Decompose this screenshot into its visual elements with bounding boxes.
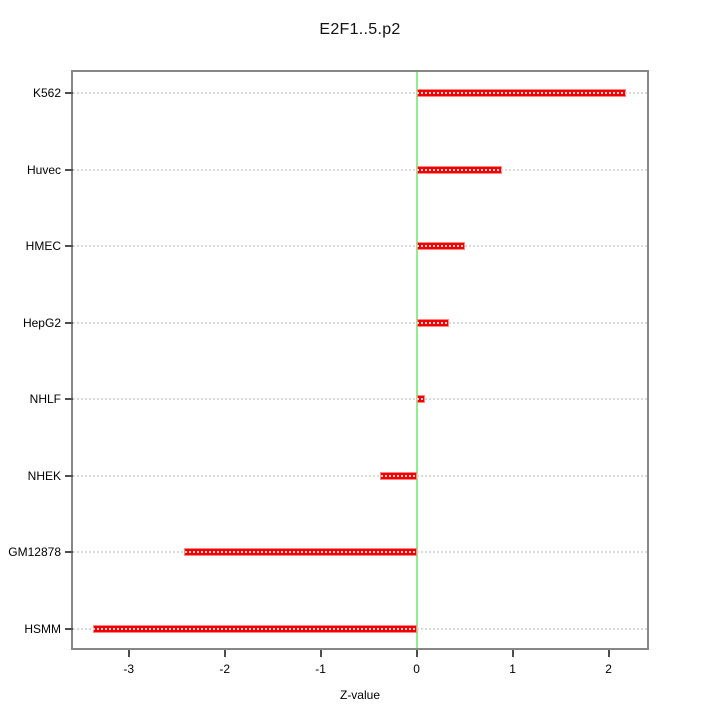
chart-title: E2F1..5.p2: [319, 21, 401, 38]
grid-line: [73, 321, 647, 324]
y-tick-label: HMEC: [25, 239, 61, 253]
y-tick: [65, 245, 73, 247]
grid-line: [73, 627, 647, 630]
zero-line: [415, 72, 418, 648]
grid-line: [73, 245, 647, 247]
grid-line: [73, 551, 647, 553]
x-axis-title: Z-value: [339, 688, 380, 702]
x-tick-label: -3: [123, 662, 135, 676]
x-tick-label: 1: [509, 662, 516, 676]
x-tick: [319, 650, 322, 657]
y-tick-label: Huvec: [26, 162, 61, 177]
y-tick: [65, 551, 73, 553]
y-tick-label: NHLF: [29, 392, 61, 406]
x-tick: [223, 650, 226, 657]
y-tick: [65, 321, 73, 324]
plot-area: [71, 70, 649, 650]
x-tick: [127, 650, 130, 657]
x-tick: [415, 650, 418, 657]
x-tick: [607, 650, 610, 657]
grid-line: [73, 398, 647, 400]
x-tick-label: 2: [605, 662, 612, 676]
grid-line: [73, 474, 647, 477]
y-tick-label: GM12878: [8, 545, 61, 559]
y-tick: [65, 168, 73, 171]
grid-line: [73, 92, 647, 94]
y-tick-label: HepG2: [22, 315, 61, 330]
y-tick: [65, 627, 73, 630]
y-tick-label: NHEK: [27, 468, 61, 483]
x-tick-label: -1: [315, 662, 326, 676]
x-tick-label: -2: [219, 662, 231, 676]
x-tick: [511, 650, 514, 657]
x-tick-label: 0: [413, 662, 420, 676]
y-tick: [65, 474, 73, 477]
y-tick: [65, 92, 73, 94]
grid-line: [73, 168, 647, 171]
y-tick-label: HSMM: [24, 621, 61, 636]
y-tick: [65, 398, 73, 400]
y-tick-label: K562: [32, 86, 61, 100]
